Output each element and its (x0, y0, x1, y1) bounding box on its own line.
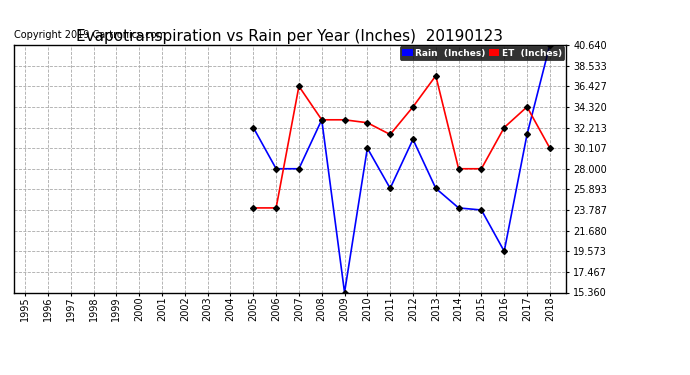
Title: Evapotranspiration vs Rain per Year (Inches)  20190123: Evapotranspiration vs Rain per Year (Inc… (77, 29, 503, 44)
Text: Copyright 2019 Cartronics.com: Copyright 2019 Cartronics.com (14, 30, 166, 40)
Legend: Rain  (Inches), ET  (Inches): Rain (Inches), ET (Inches) (400, 46, 564, 60)
